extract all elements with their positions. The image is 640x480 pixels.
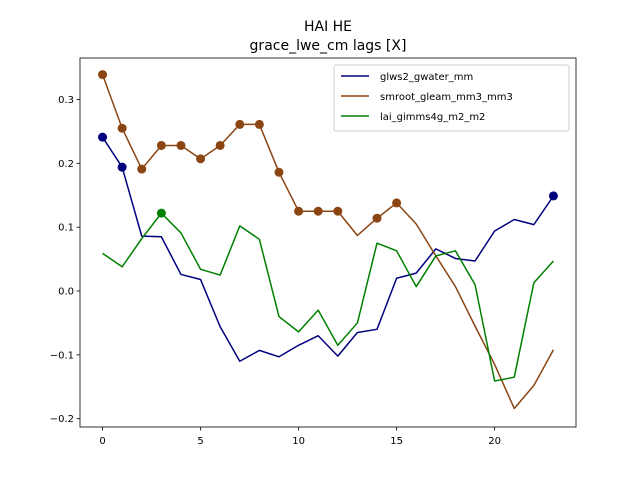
legend: glws2_gwater_mm smroot_gleam_mm3_mm3 lai_g… bbox=[333, 64, 570, 132]
data-point bbox=[98, 132, 108, 142]
data-point bbox=[294, 206, 304, 216]
legend-box bbox=[333, 64, 570, 132]
chart-title: HAI HE bbox=[304, 19, 352, 35]
y-tick-label: −0.2 bbox=[50, 414, 74, 425]
y-tick-label: 0.1 bbox=[58, 223, 74, 234]
y-tick-label: −0.1 bbox=[50, 350, 74, 361]
data-point bbox=[392, 198, 402, 208]
data-point bbox=[548, 191, 558, 201]
data-point bbox=[117, 162, 127, 172]
chart-subtitle: grace_lwe_cm lags [X] bbox=[250, 38, 407, 54]
legend-label-0: glws2_gwater_mm bbox=[380, 72, 473, 83]
legend-label-1: smroot_gleam_mm3_mm3 bbox=[380, 92, 513, 103]
data-point bbox=[176, 140, 186, 150]
legend-label-2: lai_gimms4g_m2_m2 bbox=[380, 112, 485, 123]
x-tick-label: 20 bbox=[488, 436, 501, 447]
x-tick-label: 5 bbox=[197, 436, 203, 447]
data-point bbox=[156, 208, 166, 218]
data-point bbox=[254, 119, 264, 129]
data-point bbox=[313, 206, 323, 216]
axes-frame bbox=[79, 57, 577, 428]
data-point bbox=[98, 70, 108, 80]
data-point bbox=[137, 164, 147, 174]
plot-markers bbox=[98, 70, 558, 223]
y-axis: −0.2 −0.1 0.0 0.1 0.2 0.3 bbox=[50, 95, 80, 425]
series-line-2 bbox=[102, 212, 555, 382]
data-point bbox=[117, 123, 127, 133]
data-point bbox=[156, 140, 166, 150]
series-line-0 bbox=[101, 136, 555, 362]
y-tick-label: 0.0 bbox=[58, 287, 74, 298]
data-point bbox=[372, 213, 382, 223]
x-axis: 0 5 10 15 20 bbox=[99, 427, 501, 447]
data-point bbox=[215, 140, 225, 150]
data-point bbox=[196, 154, 206, 164]
x-tick-label: 0 bbox=[99, 436, 105, 447]
data-point bbox=[333, 206, 343, 216]
data-point bbox=[235, 119, 245, 129]
y-tick-label: 0.2 bbox=[58, 159, 74, 170]
y-tick-label: 0.3 bbox=[58, 95, 74, 106]
x-tick-label: 15 bbox=[390, 436, 403, 447]
data-point bbox=[274, 167, 284, 177]
x-tick-label: 10 bbox=[292, 436, 305, 447]
